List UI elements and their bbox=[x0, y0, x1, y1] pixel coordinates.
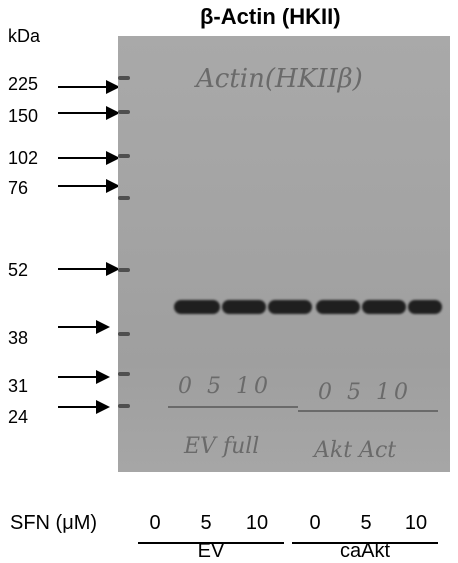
handwritten-group-right: Akt Act bbox=[314, 438, 397, 463]
western-blot-image: Actin(HKIIβ) 0 5 10 0 5 10 EV full Akt A… bbox=[118, 36, 450, 472]
protein-band bbox=[316, 300, 360, 314]
concentration-label: 0 bbox=[149, 512, 161, 534]
marker-arrow-31 bbox=[58, 370, 110, 384]
ladder-band bbox=[118, 372, 130, 376]
handwritten-line-right bbox=[298, 410, 438, 412]
handwritten-line-left bbox=[168, 406, 298, 408]
protein-band bbox=[408, 300, 442, 314]
kda-label: kDa bbox=[8, 26, 41, 46]
ladder-band bbox=[118, 110, 130, 114]
handwritten-group-left: EV full bbox=[184, 434, 260, 459]
ladder-band bbox=[118, 154, 130, 158]
group-line-caakt bbox=[292, 542, 438, 544]
marker-arrow-150 bbox=[58, 106, 120, 120]
ladder-band bbox=[118, 76, 130, 80]
marker-arrow-102 bbox=[58, 151, 120, 165]
marker-label-102: 102 bbox=[8, 148, 39, 168]
concentration-label: 5 bbox=[360, 512, 372, 534]
concentration-label: 10 bbox=[404, 512, 428, 534]
marker-label-24: 24 bbox=[8, 407, 29, 427]
ladder-band bbox=[118, 332, 130, 336]
group-line-ev bbox=[138, 542, 284, 544]
marker-label-52: 52 bbox=[8, 260, 29, 280]
ladder-band bbox=[118, 196, 130, 200]
group-label-ev: EV bbox=[197, 540, 225, 562]
protein-band bbox=[268, 300, 312, 314]
marker-label-150: 150 bbox=[8, 106, 39, 126]
marker-arrow-38 bbox=[58, 320, 110, 334]
protein-band bbox=[362, 300, 406, 314]
marker-label-38: 38 bbox=[8, 328, 29, 348]
marker-label-31: 31 bbox=[8, 376, 29, 396]
handwritten-label: Actin(HKIIβ) bbox=[196, 64, 363, 94]
group-label-caakt: caAkt bbox=[339, 540, 391, 562]
ladder-band bbox=[118, 268, 130, 272]
sfn-label: SFN (μM) bbox=[10, 512, 98, 534]
marker-label-225: 225 bbox=[8, 74, 39, 94]
marker-arrow-52 bbox=[58, 262, 120, 276]
concentration-label: 0 bbox=[309, 512, 321, 534]
handwritten-lanes-left: 0 5 10 bbox=[178, 374, 272, 399]
concentration-label: 5 bbox=[200, 512, 212, 534]
concentration-label: 10 bbox=[245, 512, 269, 534]
handwritten-lanes-right: 0 5 10 bbox=[318, 380, 412, 405]
ladder-band bbox=[118, 404, 130, 408]
marker-label-76: 76 bbox=[8, 178, 29, 198]
protein-band bbox=[222, 300, 266, 314]
marker-arrow-225 bbox=[58, 80, 120, 94]
protein-band bbox=[174, 300, 220, 314]
marker-arrow-24 bbox=[58, 400, 110, 414]
marker-arrow-76 bbox=[58, 179, 120, 193]
blot-title: β-Actin (HKII) bbox=[200, 4, 341, 29]
